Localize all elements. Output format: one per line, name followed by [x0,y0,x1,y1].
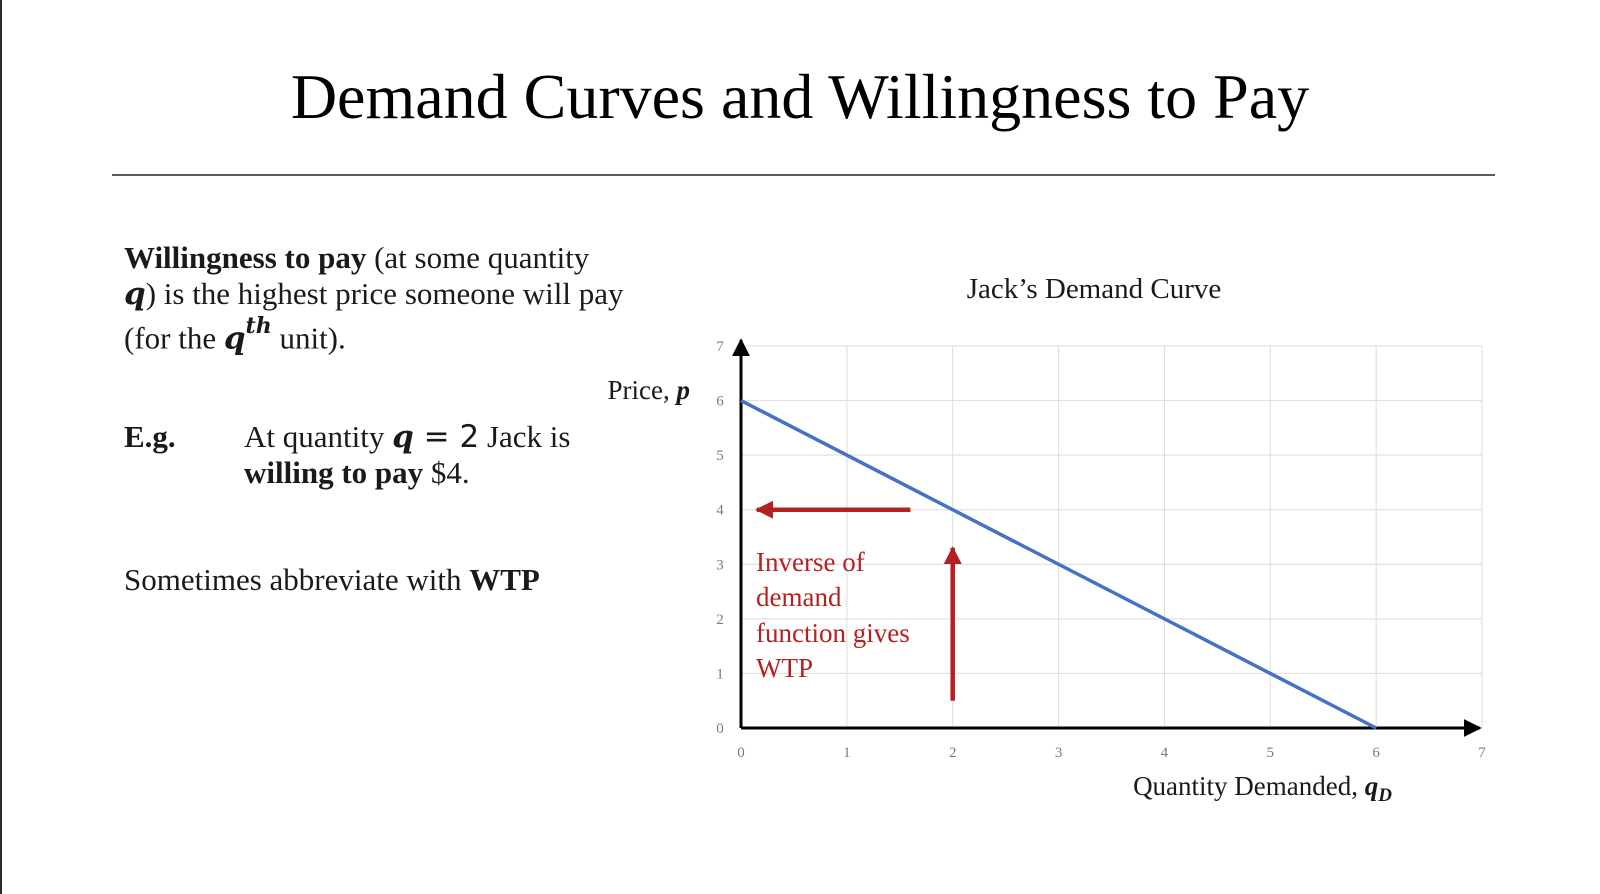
y-tick-label: 5 [716,448,724,464]
y-tick-label: 0 [716,721,724,737]
annotation-text-line: WTP [756,653,813,683]
chart-annotations: Inverse of demand function gives WTP [756,510,953,701]
annotation-text-line: Inverse of [756,547,865,577]
y-tick-label: 4 [716,503,724,519]
chart-axes [741,340,1480,728]
annotation-text-line: demand [756,582,842,612]
x-tick-label: 7 [1478,745,1486,761]
x-tick-label: 6 [1372,745,1380,761]
y-axis-label-text: Price, [608,375,677,405]
y-tick-label: 2 [716,612,724,628]
x-axis-label-sub: D [1377,785,1392,806]
x-tick-label: 2 [949,745,957,761]
annotation-text-line: function gives [756,618,910,648]
x-tick-label: 5 [1267,745,1275,761]
x-tick-label: 3 [1055,745,1063,761]
chart-title: Jack’s Demand Curve [967,273,1222,305]
y-tick-label: 1 [716,666,724,682]
y-axis-label: Price, p [608,375,690,405]
y-axis-label-var: p [675,375,691,405]
x-axis-label-text: Quantity Demanded, [1133,771,1365,801]
y-tick-label: 6 [716,394,724,410]
x-tick-label: 1 [843,745,851,761]
chart-grid [741,346,1482,728]
x-tick-label: 4 [1161,745,1169,761]
x-axis-label-var: q [1365,771,1379,801]
x-tick-label: 0 [737,745,745,761]
y-tick-label: 7 [716,339,724,355]
x-axis-label: Quantity Demanded, qD [1133,771,1392,806]
y-tick-label: 3 [716,557,724,573]
